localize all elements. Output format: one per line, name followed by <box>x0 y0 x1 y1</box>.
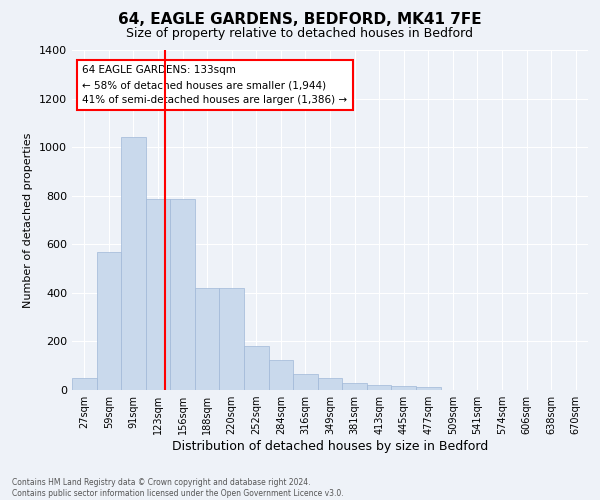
Y-axis label: Number of detached properties: Number of detached properties <box>23 132 34 308</box>
Bar <box>391 386 416 390</box>
Bar <box>220 288 244 390</box>
Bar <box>170 200 195 390</box>
Bar <box>244 346 269 390</box>
Bar <box>121 138 146 390</box>
Bar <box>342 383 367 390</box>
Text: 64 EAGLE GARDENS: 133sqm
← 58% of detached houses are smaller (1,944)
41% of sem: 64 EAGLE GARDENS: 133sqm ← 58% of detach… <box>82 66 347 105</box>
Bar <box>195 288 220 390</box>
Bar <box>318 378 342 390</box>
Bar <box>416 387 440 390</box>
Text: Size of property relative to detached houses in Bedford: Size of property relative to detached ho… <box>127 28 473 40</box>
X-axis label: Distribution of detached houses by size in Bedford: Distribution of detached houses by size … <box>172 440 488 453</box>
Bar <box>293 374 318 390</box>
Bar <box>146 200 170 390</box>
Bar <box>72 378 97 390</box>
Bar <box>97 252 121 390</box>
Bar <box>367 384 391 390</box>
Text: 64, EAGLE GARDENS, BEDFORD, MK41 7FE: 64, EAGLE GARDENS, BEDFORD, MK41 7FE <box>118 12 482 28</box>
Text: Contains HM Land Registry data © Crown copyright and database right 2024.
Contai: Contains HM Land Registry data © Crown c… <box>12 478 344 498</box>
Bar <box>269 360 293 390</box>
